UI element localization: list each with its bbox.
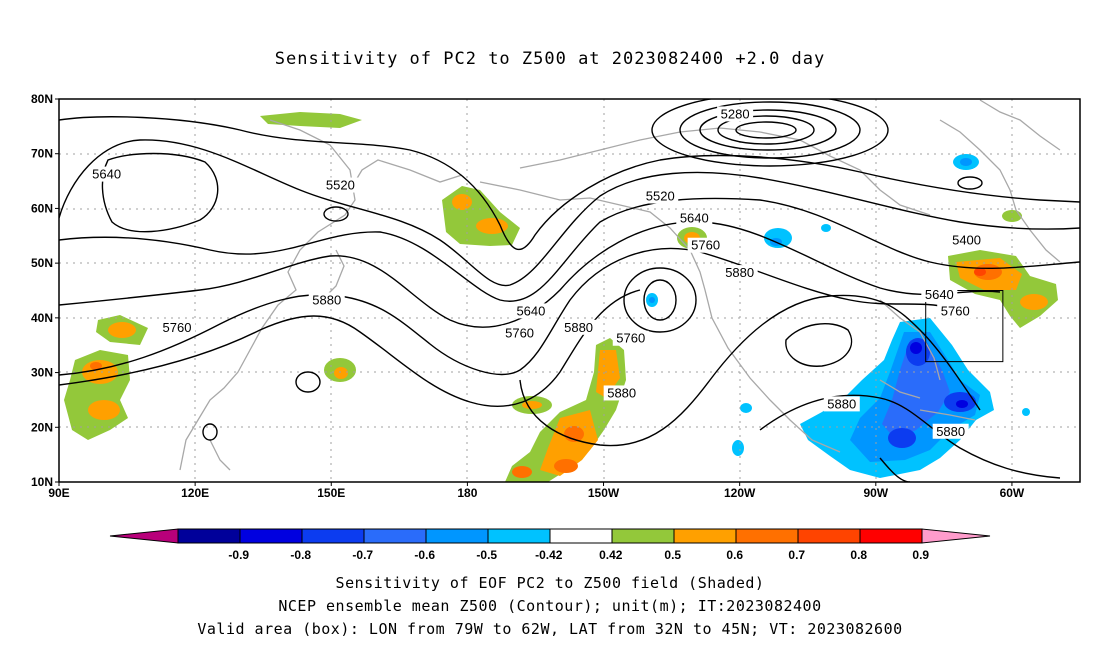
- contour-label-bg: [932, 423, 969, 439]
- contour-label-bg: [721, 265, 758, 281]
- colorbar: -0.9 -0.8 -0.7 -0.6 -0.5 -0.42 0.42 0.5 0.6 0.7 0.…: [109, 528, 991, 562]
- contour-label: 5880: [312, 292, 341, 307]
- contour-label-bg: [612, 330, 649, 346]
- colorbar-segment: [859, 528, 923, 544]
- contour-label-bg: [322, 177, 359, 193]
- contour-label-bg: [642, 188, 679, 204]
- colorbar-segment: [735, 528, 799, 544]
- colorbar-segment: [425, 528, 489, 544]
- contour-label: 5760: [616, 331, 645, 346]
- contour-label-bg: [560, 319, 597, 335]
- colorbar-label: -0.42: [535, 548, 563, 562]
- colorbar-segment: [797, 528, 861, 544]
- coastlines: [179, 99, 1061, 471]
- contour-label-bg: [603, 385, 640, 401]
- contour-label-bg: [308, 292, 345, 308]
- colorbar-label: 0.6: [726, 548, 743, 562]
- colorbar-label: 0.5: [664, 548, 681, 562]
- contour-label-bg: [512, 303, 549, 319]
- contour-label: 5880: [827, 396, 856, 411]
- colorbar-segment: [487, 528, 551, 544]
- lon-tick-label: 150E: [317, 486, 345, 500]
- contour-label: 5280: [721, 106, 750, 121]
- lat-tick-label: 70N: [31, 147, 53, 161]
- colorbar-label: -0.5: [476, 548, 497, 562]
- lon-tick-label: 60W: [1000, 486, 1025, 500]
- valid-area-box: [925, 290, 1004, 363]
- colorbar-segment: [549, 528, 613, 544]
- plot-frame: [58, 98, 1081, 483]
- contour-label: 5400: [952, 232, 981, 247]
- contour-label: 5640: [925, 287, 954, 302]
- lat-tick-label: 60N: [31, 201, 53, 215]
- colorbar-segment: [363, 528, 427, 544]
- contour-label-bg: [717, 106, 754, 122]
- contour-label: 5520: [646, 188, 675, 203]
- colorbar-segment: [673, 528, 737, 544]
- contour-label-bg: [501, 325, 538, 341]
- contour-label-bg: [937, 303, 974, 319]
- colorbar-label: 0.42: [599, 548, 623, 562]
- lat-tick-label: 80N: [31, 92, 53, 106]
- lat-tick-label: 40N: [31, 311, 53, 325]
- contour-label: 5880: [936, 424, 965, 439]
- colorbar-high-triangle: [921, 528, 991, 544]
- contour-label: 5640: [92, 167, 121, 182]
- contour-label-bg: [921, 286, 958, 302]
- lon-tick-label: 120W: [724, 486, 756, 500]
- contour-label: 5760: [941, 303, 970, 318]
- footer-line-3: Valid area (box): LON from 79W to 62W, L…: [197, 620, 903, 638]
- colorbar-low-triangle: [109, 528, 179, 544]
- contour-label-bg: [158, 319, 195, 335]
- colorbar-label: -0.8: [290, 548, 311, 562]
- lon-tick-label: 90W: [863, 486, 888, 500]
- colorbar-segment: [301, 528, 365, 544]
- lon-tick-label: 150W: [588, 486, 620, 500]
- footer-line-2: NCEP ensemble mean Z500 (Contour); unit(…: [278, 597, 822, 615]
- contour-label-bg: [948, 232, 985, 248]
- lat-tick-label: 20N: [31, 420, 53, 434]
- map-title: Sensitivity of PC2 to Z500 at 2023082400…: [274, 49, 826, 69]
- contour-label-bg: [88, 166, 125, 182]
- contour-label-bg: [687, 237, 724, 253]
- contour-label-bg: [676, 210, 713, 226]
- contour-label: 5880: [607, 385, 636, 400]
- colorbar-segment: [239, 528, 303, 544]
- lat-tick-label: 50N: [31, 256, 53, 270]
- contour-label: 5880: [564, 320, 593, 335]
- footer-line-1: Sensitivity of EOF PC2 to Z500 field (Sh…: [335, 574, 765, 592]
- gridlines: [59, 99, 1080, 482]
- contour-label: 5760: [163, 320, 192, 335]
- colorbar-segment: [611, 528, 675, 544]
- colorbar-label: 0.9: [912, 548, 929, 562]
- contour-label: 5640: [680, 210, 709, 225]
- contour-label: 5640: [516, 303, 545, 318]
- contour-label: 5760: [691, 238, 720, 253]
- lat-tick-label: 10N: [31, 475, 53, 489]
- colorbar-label: 0.7: [788, 548, 805, 562]
- lon-tick-label: 180: [457, 486, 477, 500]
- colorbar-label: 0.8: [850, 548, 867, 562]
- contour-label: 5880: [725, 265, 754, 280]
- lon-tick-label: 90E: [48, 486, 69, 500]
- lat-tick-label: 30N: [31, 366, 53, 380]
- contour-label: 5520: [326, 178, 355, 193]
- contour-label-bg: [823, 396, 860, 412]
- colorbar-label: -0.6: [414, 548, 435, 562]
- colorbar-label: -0.7: [352, 548, 373, 562]
- lon-tick-label: 120E: [181, 486, 209, 500]
- contour-label: 5760: [505, 325, 534, 340]
- colorbar-segment: [177, 528, 241, 544]
- colorbar-label: -0.9: [228, 548, 249, 562]
